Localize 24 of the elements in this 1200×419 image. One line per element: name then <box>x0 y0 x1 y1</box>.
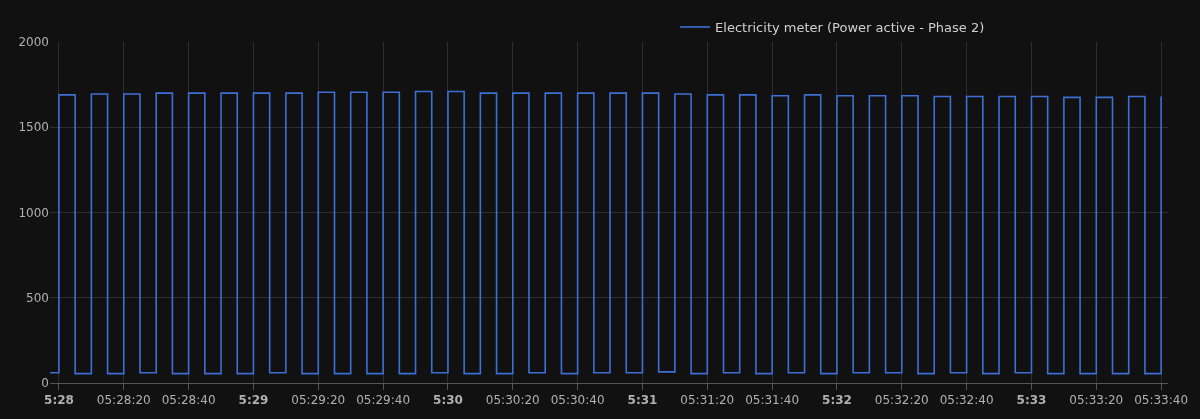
y-tick-label: 2000 <box>18 35 49 50</box>
x-tick-label: 05:28:20 <box>96 393 151 408</box>
x-tick-label: 05:32:40 <box>939 393 994 408</box>
x-tick-label: 05:31:20 <box>680 393 735 408</box>
x-tick-label: 05:33:20 <box>1069 393 1124 408</box>
x-tick-label: 5:31 <box>627 393 658 408</box>
legend-label: Electricity meter (Power active - Phase 2) <box>715 20 985 36</box>
x-tick-label: 5:29 <box>238 393 269 408</box>
x-tick-label: 5:33 <box>1016 393 1047 408</box>
x-tick-label: 05:30:20 <box>485 393 540 408</box>
x-tick-label: 5:30 <box>433 393 463 408</box>
x-tick-label: 5:32 <box>822 393 852 408</box>
x-tick-label: 05:33:40 <box>1134 393 1189 408</box>
y-tick-label: 1000 <box>18 205 49 220</box>
x-tick-label: 05:30:40 <box>550 393 605 408</box>
x-tick-label: 5:28 <box>44 393 74 408</box>
x-tick-label: 05:31:40 <box>745 393 800 408</box>
x-tick-label: 05:32:20 <box>874 393 929 408</box>
y-tick-label: 0 <box>41 376 49 391</box>
y-tick-label: 500 <box>26 290 49 305</box>
y-tick-label: 1500 <box>18 120 49 135</box>
x-tick-label: 05:29:20 <box>291 393 346 408</box>
x-tick-label: 05:28:40 <box>161 393 216 408</box>
x-tick-label: 05:29:40 <box>356 393 411 408</box>
